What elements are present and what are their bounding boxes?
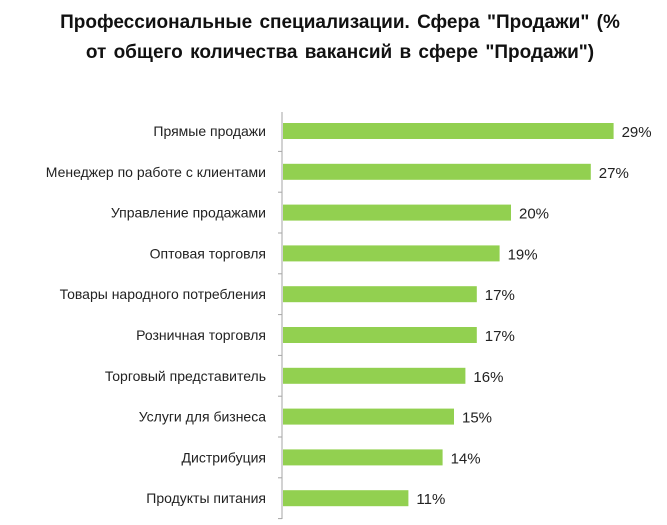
category-label: Оптовая торговля: [150, 245, 266, 261]
data-label: 17%: [485, 287, 515, 304]
data-label: 20%: [519, 206, 549, 223]
category-label: Прямые продажи: [153, 123, 266, 139]
category-label: Торговый представитель: [105, 368, 266, 384]
bar: [283, 408, 454, 425]
category-label: Управление продажами: [111, 205, 266, 221]
data-label: 29%: [622, 124, 652, 141]
chart-title: Профессиональные специализации. Сфера "П…: [60, 12, 620, 63]
category-label: Розничная торговля: [136, 327, 266, 343]
data-label: 27%: [599, 165, 629, 182]
data-label: 14%: [451, 450, 481, 467]
category-label: Услуги для бизнеса: [139, 409, 267, 425]
data-label: 16%: [473, 369, 503, 386]
bar: [283, 163, 591, 180]
bar: [283, 204, 511, 221]
bar: [283, 123, 614, 139]
bar: [283, 286, 477, 303]
category-label: Товары народного потребления: [60, 286, 266, 302]
bar: [283, 367, 466, 384]
data-label: 11%: [416, 491, 445, 508]
data-label: 17%: [485, 328, 515, 345]
category-label: Дистрибуция: [182, 449, 266, 465]
bar: [283, 327, 477, 343]
data-label: 15%: [462, 410, 492, 427]
data-label: 19%: [508, 246, 538, 263]
bar: [283, 490, 409, 507]
category-label: Менеджер по работе с клиентами: [46, 164, 266, 180]
bar: [283, 449, 443, 466]
category-label: Продукты питания: [146, 490, 266, 506]
bar: [283, 245, 500, 262]
